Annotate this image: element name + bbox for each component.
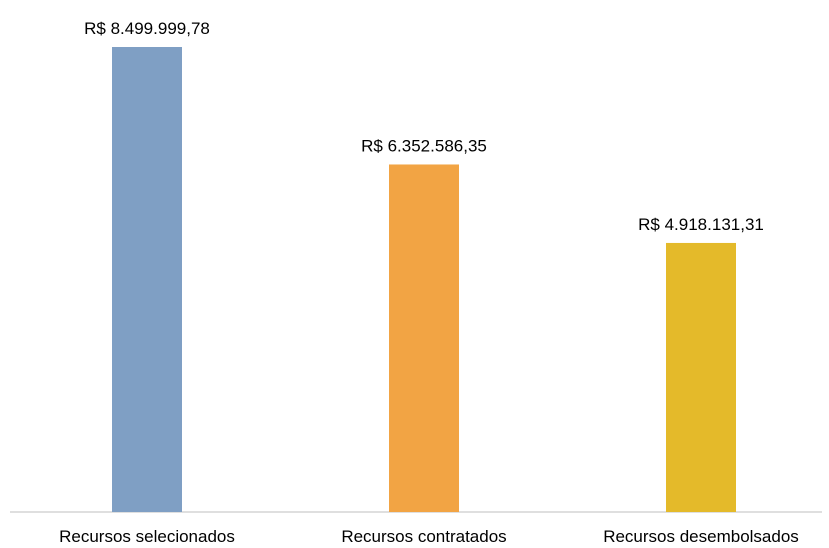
x-tick-label-3: Recursos desembolsados — [603, 527, 799, 546]
x-tick-label-2: Recursos contratados — [341, 527, 506, 546]
bar-2 — [389, 164, 459, 513]
bar-1 — [112, 47, 182, 512]
x-tick-label-1: Recursos selecionados — [59, 527, 235, 546]
data-label-3: R$ 4.918.131,31 — [638, 215, 764, 234]
data-labels-group: R$ 8.499.999,78 R$ 6.352.586,35 R$ 4.918.1… — [84, 19, 764, 234]
bar-3 — [666, 242, 736, 512]
data-label-2: R$ 6.352.586,35 — [361, 136, 487, 155]
bars-group — [112, 47, 736, 513]
x-tick-labels-group: Recursos selecionados Recursos contratado… — [59, 527, 799, 546]
data-label-1: R$ 8.499.999,78 — [84, 19, 210, 38]
